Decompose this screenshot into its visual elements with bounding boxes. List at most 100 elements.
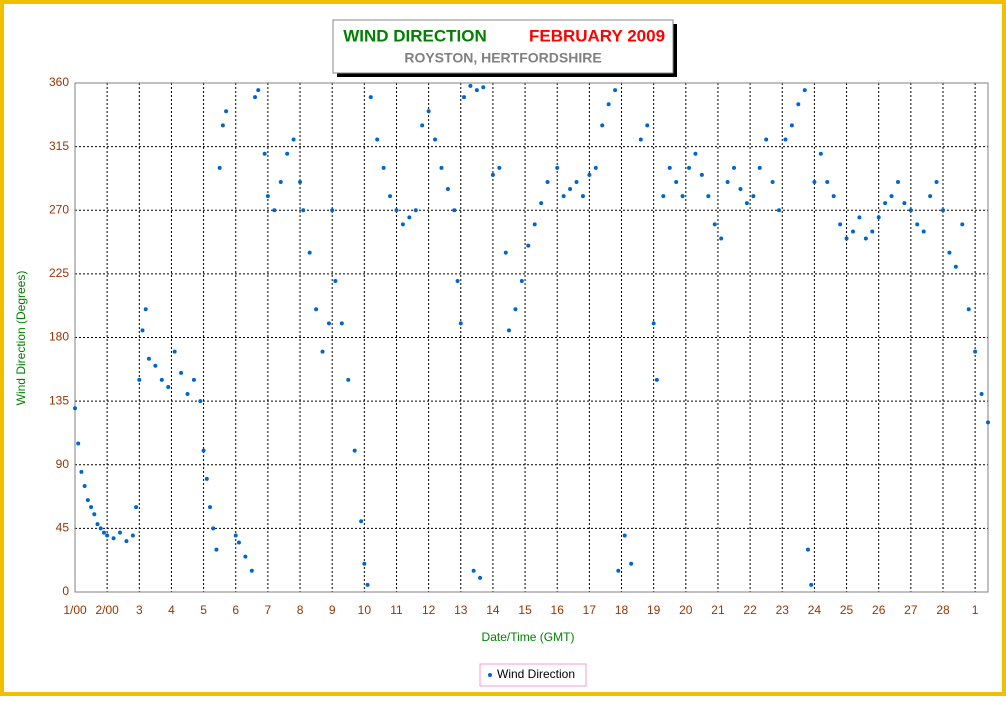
data-point: [439, 165, 444, 170]
data-point: [934, 179, 939, 184]
data-point: [362, 561, 367, 566]
data-point: [253, 95, 258, 100]
x-tick-label: 8: [297, 603, 304, 617]
data-point: [622, 533, 627, 538]
plot-border: [74, 82, 989, 593]
data-point: [73, 406, 77, 411]
data-point: [638, 137, 643, 142]
data-point: [330, 208, 335, 213]
data-point: [198, 399, 203, 404]
data-point: [561, 194, 566, 199]
data-point: [915, 222, 920, 227]
data-point: [172, 349, 177, 354]
data-point: [870, 229, 875, 234]
data-point: [606, 102, 611, 107]
x-tick-label: 2/00: [95, 603, 119, 617]
data-point: [831, 194, 836, 199]
data-point: [468, 83, 473, 88]
x-tick-label: 1/00: [63, 603, 87, 617]
x-tick-label: 10: [358, 603, 372, 617]
data-point: [314, 307, 319, 312]
legend-box: [479, 663, 587, 687]
y-axis-label: Wind Direction (Degrees): [14, 271, 28, 406]
data-point: [249, 568, 254, 573]
data-point: [92, 512, 97, 517]
x-tick-label: 4: [168, 603, 175, 617]
data-point: [365, 582, 370, 587]
data-point: [352, 448, 357, 453]
data-point: [629, 561, 634, 566]
x-tick-label: 17: [583, 603, 597, 617]
chart-subtitle: ROYSTON, HERTFORDSHIRE: [404, 50, 601, 66]
data-point: [433, 137, 438, 142]
data-point: [368, 95, 373, 100]
x-tick-label: 24: [808, 603, 822, 617]
data-point: [777, 208, 782, 213]
data-point: [947, 250, 952, 255]
y-tick-label: 315: [49, 139, 69, 153]
y-tick-label: 225: [49, 266, 69, 280]
data-point: [166, 384, 171, 389]
data-point: [497, 165, 502, 170]
data-point: [818, 151, 823, 156]
x-tick-label: 6: [232, 603, 239, 617]
data-point: [179, 370, 184, 375]
data-point: [98, 526, 103, 531]
data-point: [580, 194, 585, 199]
data-point: [889, 194, 894, 199]
data-point: [973, 349, 978, 354]
data-point: [407, 215, 412, 220]
data-point: [256, 88, 261, 93]
data-point: [651, 321, 656, 326]
data-point: [757, 165, 762, 170]
data-point: [262, 151, 267, 156]
data-point: [789, 123, 794, 128]
data-point: [921, 229, 926, 234]
x-axis-label: Date/Time (GMT): [482, 630, 575, 644]
chart-title: WIND DIRECTION: [343, 26, 487, 45]
x-tick-label: 28: [936, 603, 950, 617]
data-point: [307, 250, 312, 255]
data-point: [146, 356, 151, 361]
x-tick-label: 13: [454, 603, 468, 617]
data-point: [526, 243, 531, 248]
data-point: [217, 165, 222, 170]
data-point: [95, 522, 100, 527]
data-point: [400, 222, 405, 227]
data-point: [802, 88, 807, 93]
data-point: [661, 194, 666, 199]
data-point: [153, 363, 158, 368]
data-point: [233, 533, 238, 538]
x-tick-label: 12: [422, 603, 436, 617]
data-point: [458, 321, 463, 326]
data-point: [764, 137, 769, 142]
data-point: [928, 194, 933, 199]
data-point: [600, 123, 605, 128]
legend-label: Wind Direction: [497, 667, 575, 681]
data-point: [857, 215, 862, 220]
data-point: [420, 123, 425, 128]
data-point: [118, 530, 123, 535]
chart-title-period: FEBRUARY 2009: [529, 26, 665, 45]
data-point: [986, 420, 990, 425]
data-point: [674, 179, 679, 184]
data-point: [613, 88, 618, 93]
title-box: [332, 19, 674, 74]
data-point: [201, 448, 206, 453]
x-tick-label: 21: [711, 603, 725, 617]
x-tick-label: 26: [872, 603, 886, 617]
y-tick-label: 135: [49, 393, 69, 407]
y-tick-label: 90: [56, 457, 70, 471]
data-point: [214, 547, 219, 552]
data-point: [966, 307, 971, 312]
x-tick-label: 22: [743, 603, 757, 617]
data-point: [645, 123, 650, 128]
data-point: [461, 95, 466, 100]
data-point: [940, 208, 945, 213]
x-tick-label: 11: [390, 603, 403, 617]
data-point: [208, 505, 213, 510]
x-tick-label: 9: [329, 603, 336, 617]
data-point: [394, 208, 399, 213]
data-point: [278, 179, 283, 184]
